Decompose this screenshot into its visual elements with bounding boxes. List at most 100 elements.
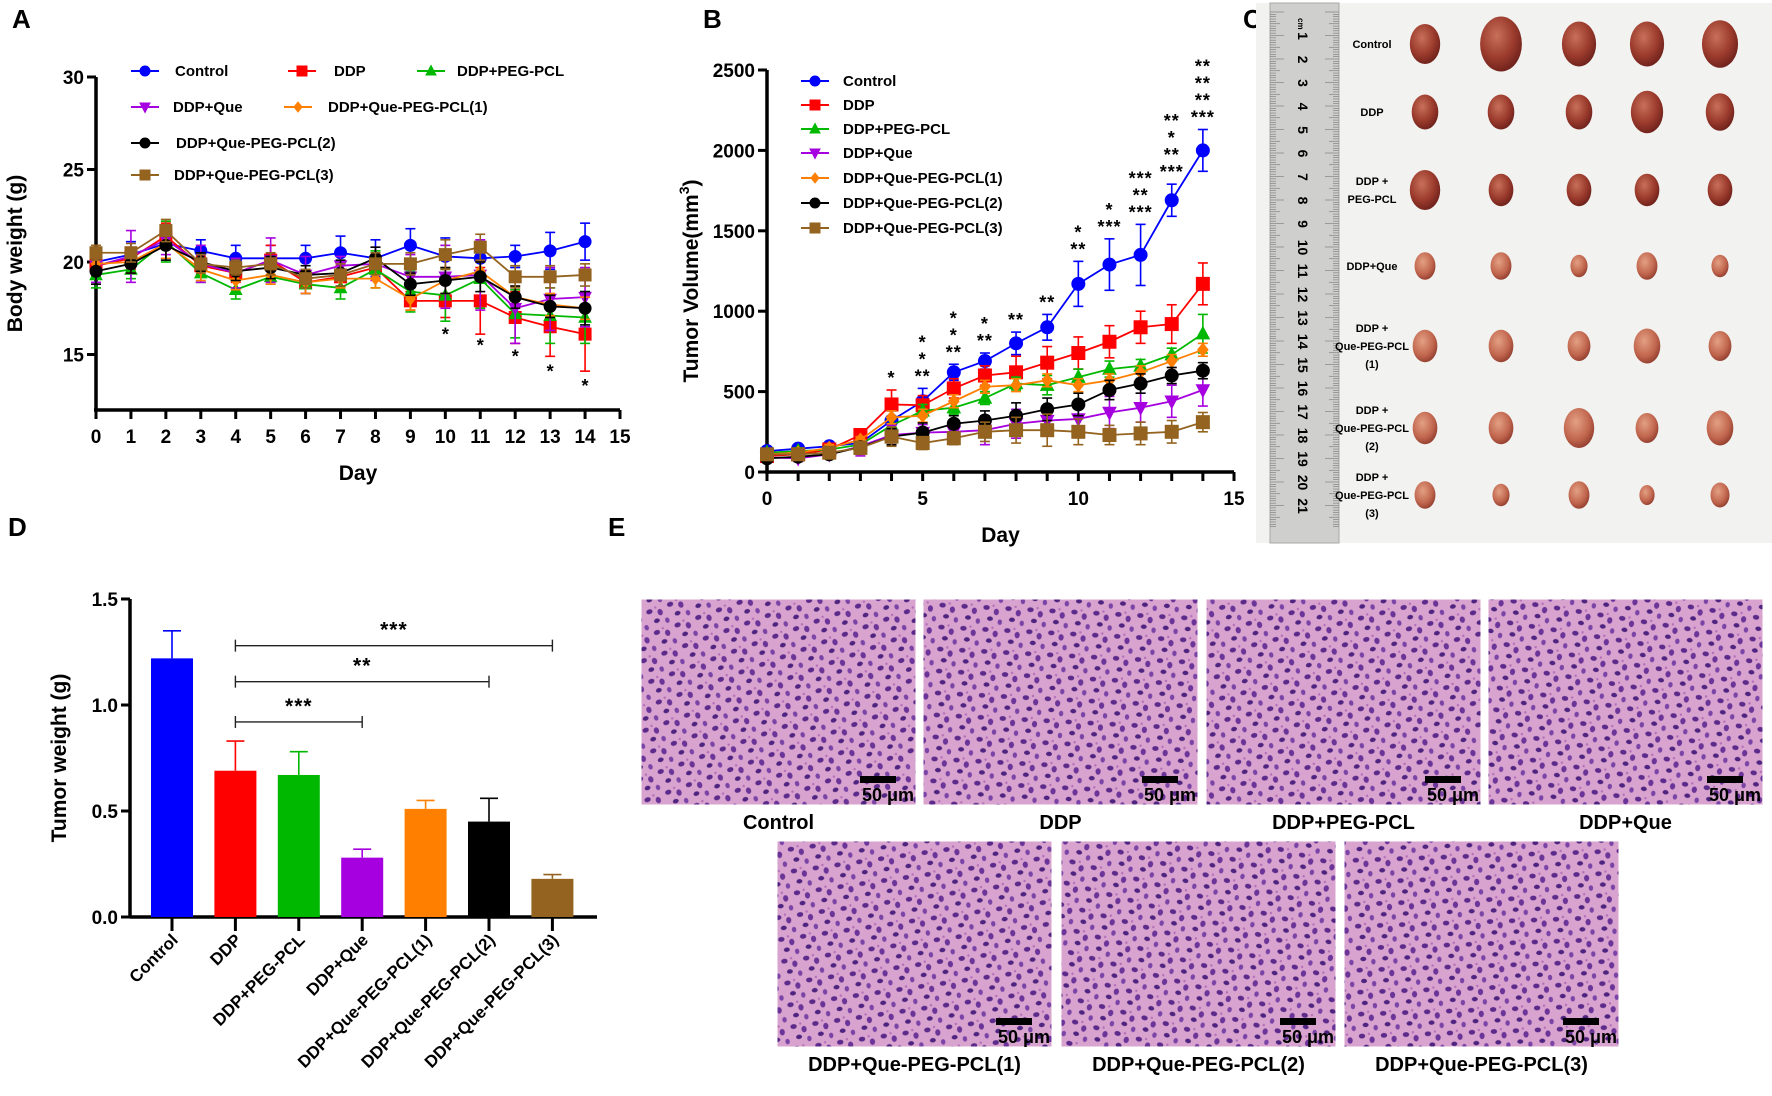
tumor-row: DDP bbox=[1360, 90, 1735, 134]
data-point bbox=[1040, 355, 1055, 370]
legend-marker bbox=[139, 137, 151, 149]
legend-item: Control bbox=[801, 73, 896, 90]
data-point bbox=[89, 264, 103, 278]
significance-marker: * bbox=[950, 325, 958, 345]
legend-item: DDP+PEG-PCL bbox=[801, 121, 950, 138]
histology-image: 50 μm DDP+Que-PEG-PCL(1) bbox=[776, 840, 1053, 1076]
bar bbox=[214, 770, 257, 917]
data-point bbox=[264, 257, 278, 271]
ruler-number: 1 bbox=[1295, 32, 1311, 40]
significance-marker: ** bbox=[1039, 292, 1055, 312]
data-point bbox=[760, 447, 774, 462]
data-point bbox=[438, 274, 452, 287]
bar bbox=[404, 808, 447, 917]
image-label: DDP bbox=[1039, 812, 1081, 834]
tumor bbox=[1710, 482, 1730, 508]
tumor bbox=[1487, 94, 1515, 130]
significance-marker: ** bbox=[977, 331, 993, 351]
significance-marker: * bbox=[512, 347, 519, 367]
legend-marker bbox=[139, 102, 151, 114]
x-tick-label: DDP bbox=[206, 930, 245, 969]
scale-bar bbox=[996, 1018, 1032, 1025]
ruler-number: 14 bbox=[1295, 334, 1311, 350]
bar bbox=[151, 658, 193, 917]
data-point bbox=[791, 447, 806, 462]
bar bbox=[468, 821, 510, 917]
histology-image: 50 μm DDP+PEG-PCL bbox=[1205, 598, 1482, 834]
tumor-weight-chart: 0.0 0.5 1.0 1.5 Tumor weight (g) Control DDP DD… bbox=[48, 590, 597, 1072]
y-axis-title: Tumor weight (g) bbox=[48, 674, 71, 843]
x-tick-label: 11 bbox=[470, 427, 491, 448]
legend-label: DDP+PEG-PCL bbox=[457, 63, 564, 80]
ruler-number: 20 bbox=[1295, 475, 1311, 491]
row-label: Control bbox=[1352, 39, 1391, 51]
ruler-number: 8 bbox=[1295, 197, 1311, 205]
x-tick-label: 6 bbox=[300, 427, 311, 448]
data-point bbox=[1133, 376, 1148, 391]
tumor-row: DDP+Que bbox=[1346, 252, 1729, 280]
row-label: (3) bbox=[1365, 508, 1379, 520]
data-point bbox=[1071, 397, 1086, 412]
panel-letter-b: B bbox=[703, 4, 722, 34]
legend-marker bbox=[296, 65, 308, 77]
significance-marker: ** bbox=[946, 342, 962, 362]
legend-label: DDP bbox=[843, 97, 875, 114]
data-point bbox=[1197, 342, 1209, 358]
significance-marker: ** bbox=[1195, 56, 1211, 76]
tumor bbox=[1412, 411, 1438, 445]
legend-marker bbox=[809, 197, 821, 209]
data-point bbox=[578, 301, 592, 315]
ruler-number: 16 bbox=[1295, 381, 1311, 397]
x-tick-label: 9 bbox=[405, 427, 416, 448]
significance-bracket: ** bbox=[234, 655, 490, 688]
significance-marker: * bbox=[888, 368, 896, 388]
scale-bar-label: 50 μm bbox=[1427, 785, 1479, 805]
image-label: DDP+Que bbox=[1579, 812, 1672, 834]
tumor bbox=[1488, 411, 1514, 445]
tumor bbox=[1629, 21, 1665, 67]
tumor bbox=[1412, 329, 1438, 363]
tumor bbox=[1630, 90, 1664, 134]
data-point bbox=[1010, 377, 1022, 393]
ruler-number: 7 bbox=[1295, 173, 1311, 181]
y-axis-title-end: ) bbox=[680, 179, 703, 186]
bar-group: Control bbox=[126, 629, 193, 987]
data-point bbox=[403, 257, 417, 271]
legend-marker bbox=[809, 75, 821, 87]
image-frame bbox=[922, 598, 1199, 806]
tumor bbox=[1411, 94, 1439, 130]
significance-marker: ** bbox=[1164, 111, 1180, 131]
scale-bar-label: 50 μm bbox=[1144, 785, 1196, 805]
data-point bbox=[1102, 334, 1117, 349]
legend-item: DDP+Que-PEG-PCL(2) bbox=[131, 135, 336, 152]
ruler-number: 6 bbox=[1295, 150, 1311, 158]
ruler-number: 15 bbox=[1295, 357, 1311, 373]
data-point bbox=[1071, 276, 1086, 291]
tumor-row: Control bbox=[1352, 16, 1739, 72]
ruler-number: 10 bbox=[1295, 240, 1311, 256]
legend-item: DDP+Que-PEG-PCL(2) bbox=[801, 195, 1003, 212]
significance-marker: *** bbox=[1160, 162, 1184, 182]
significance-label: *** bbox=[285, 695, 313, 718]
bar bbox=[531, 878, 574, 917]
y-tick-label: 1000 bbox=[713, 302, 755, 323]
x-tick-label: 4 bbox=[230, 427, 241, 448]
significance-label: *** bbox=[380, 619, 408, 642]
y-tick-label: 0 bbox=[744, 463, 755, 484]
ruler-number: 2 bbox=[1295, 56, 1311, 64]
significance-marker: * bbox=[981, 314, 989, 334]
tumor bbox=[1633, 328, 1661, 364]
data-point bbox=[1164, 317, 1179, 332]
bar bbox=[341, 857, 384, 917]
x-tick-label: 14 bbox=[574, 427, 596, 448]
tumor bbox=[1565, 94, 1593, 130]
data-point bbox=[1102, 382, 1117, 397]
ruler-number: 12 bbox=[1295, 287, 1311, 303]
significance-marker: * bbox=[1105, 200, 1113, 220]
data-point bbox=[1072, 377, 1085, 393]
scale-bar-label: 50 μm bbox=[1282, 1027, 1334, 1047]
ruler-number: 21 bbox=[1295, 498, 1311, 514]
data-point bbox=[977, 389, 993, 404]
y-axis-title-text: Body weight (g) bbox=[4, 175, 27, 332]
